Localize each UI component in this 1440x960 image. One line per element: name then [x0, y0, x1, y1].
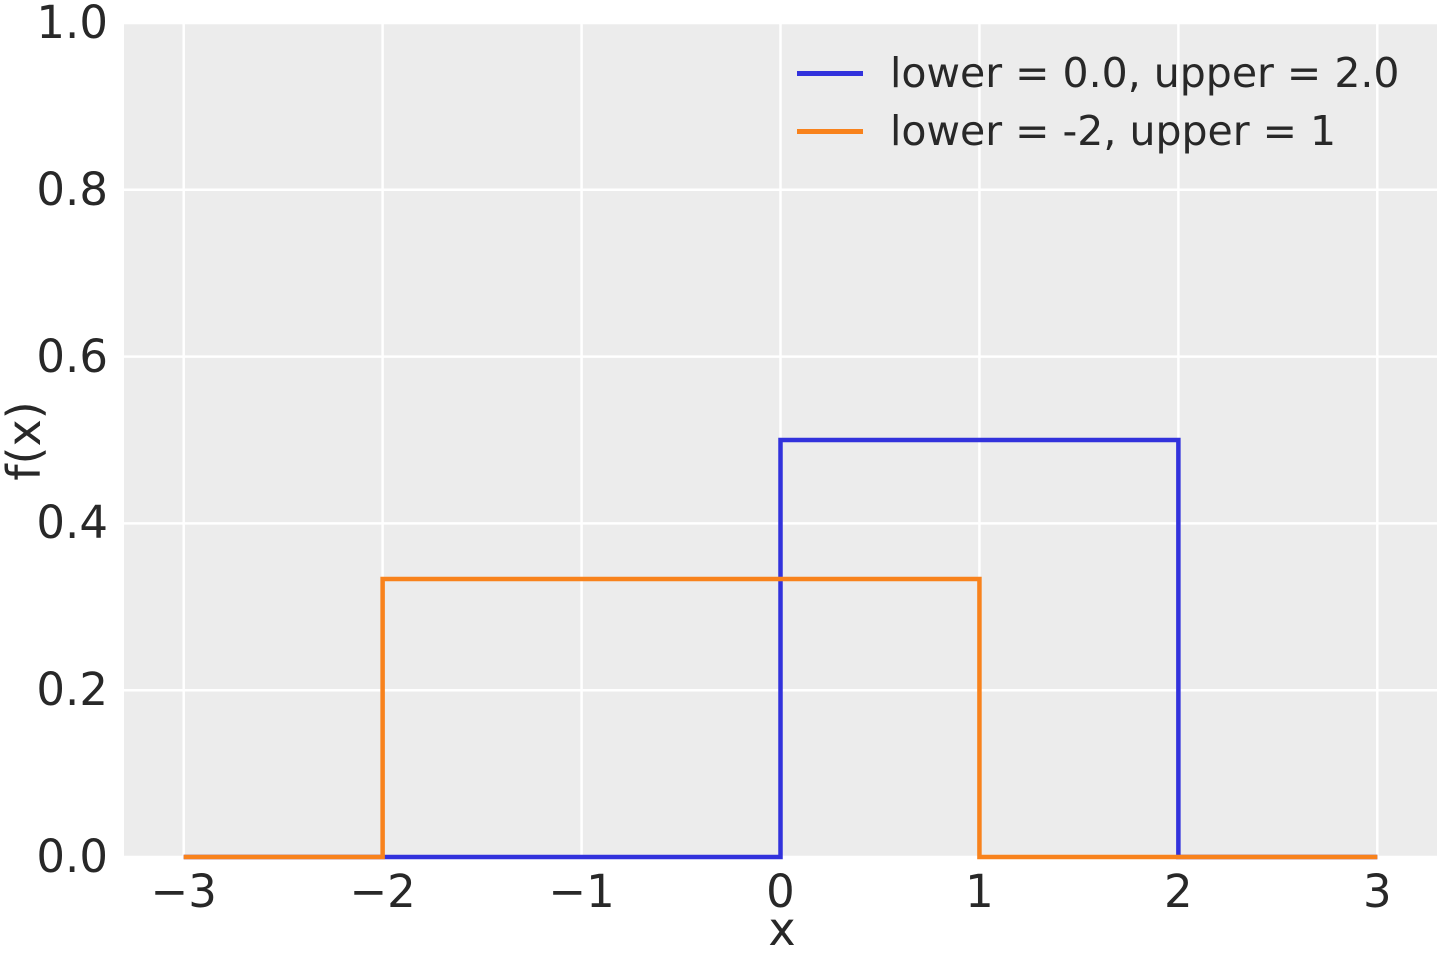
legend-line-sample-blue	[797, 70, 863, 76]
y-tick-label: 0.8	[36, 162, 108, 216]
legend-label: lower = -2, upper = 1	[890, 107, 1337, 155]
y-axis-label: f(x)	[0, 401, 51, 481]
legend: lower = 0.0, upper = 2.0 lower = -2, upp…	[797, 44, 1400, 160]
series-line-1	[183, 576, 1378, 860]
x-tick-label: 0	[766, 865, 795, 918]
x-axis-label: x	[768, 902, 796, 956]
legend-line-sample-orange	[797, 128, 863, 134]
x-tick-label: −2	[349, 865, 416, 918]
y-tick-label: 0.0	[36, 830, 108, 883]
legend-item: lower = 0.0, upper = 2.0	[797, 44, 1400, 102]
y-tick-label: 0.2	[36, 663, 108, 717]
y-tick-label: 1.0	[36, 0, 108, 49]
x-tick-label: −3	[150, 865, 217, 918]
legend-item: lower = -2, upper = 1	[797, 102, 1400, 160]
x-tick-label: 2	[1164, 865, 1193, 918]
legend-label: lower = 0.0, upper = 2.0	[890, 49, 1400, 97]
x-tick-label: 3	[1362, 865, 1392, 918]
x-tick-label: −1	[548, 865, 615, 918]
y-tick-label: 0.6	[36, 329, 108, 383]
y-tick-label: 0.4	[36, 496, 108, 550]
x-tick-label: 1	[965, 865, 994, 918]
